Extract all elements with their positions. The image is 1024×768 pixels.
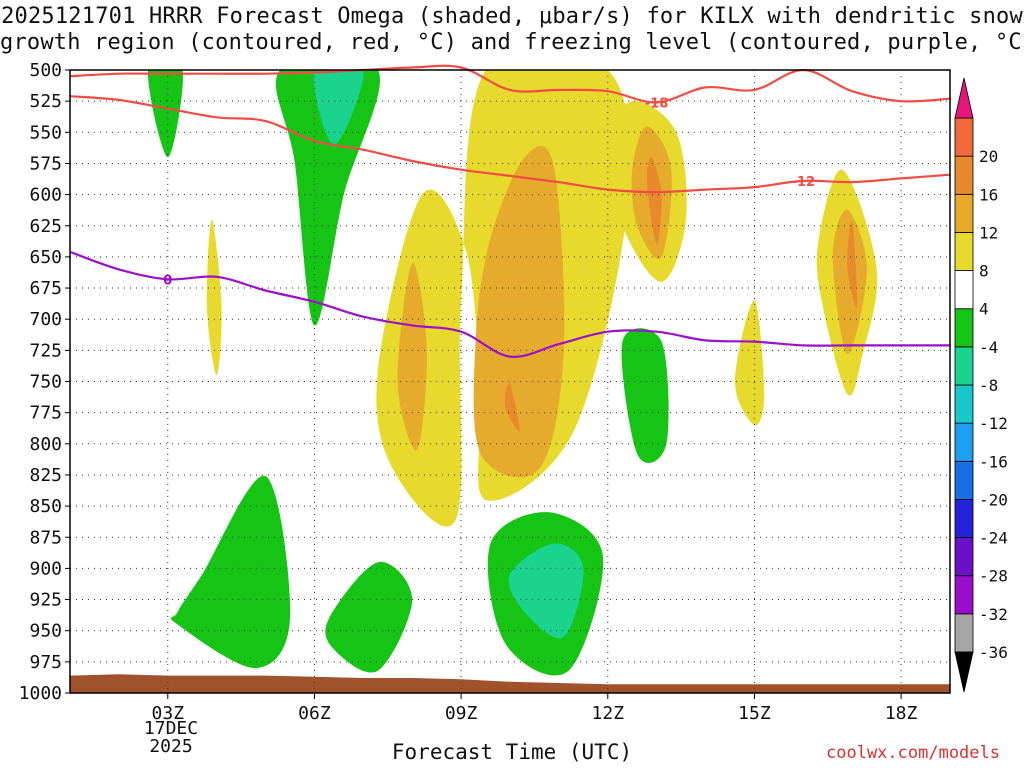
omega-area-12 xyxy=(504,383,520,432)
y-tick-label-550: 550 xyxy=(29,122,62,143)
colorbar-label-3: -24 xyxy=(979,529,1008,548)
colorbar-label-0: -36 xyxy=(979,643,1008,662)
y-tick-label-725: 725 xyxy=(29,340,62,361)
y-tick-label-700: 700 xyxy=(29,309,62,330)
y-tick-label-800: 800 xyxy=(29,434,62,455)
date-label-year: 2025 xyxy=(149,736,193,757)
colorbar-label-4: -20 xyxy=(979,490,1008,509)
colorbar-label-8: -4 xyxy=(979,338,998,357)
chart-title-line-2: growth region (contoured, red, °C) and f… xyxy=(0,30,1024,55)
omega-area-4 xyxy=(170,475,291,669)
omega-shading-layer xyxy=(148,70,878,676)
date-label-day: 17DEC xyxy=(143,718,199,739)
contour-label-0: -18 xyxy=(645,96,669,111)
x-tick-label-06Z: 06Z xyxy=(298,703,331,724)
colorbar-low-arrow xyxy=(954,651,974,693)
colorbar-box-11 xyxy=(954,193,974,233)
x-tick-label-12Z: 12Z xyxy=(592,703,625,724)
y-tick-label-875: 875 xyxy=(29,527,62,548)
x-tick-label-15Z: 15Z xyxy=(738,703,771,724)
ground-area xyxy=(70,674,950,693)
ground-terrain-layer xyxy=(70,674,950,693)
omega-area-15 xyxy=(646,156,662,245)
y-tick-label-900: 900 xyxy=(29,558,62,579)
y-tick-label-950: 950 xyxy=(29,621,62,642)
omega-area-5 xyxy=(325,561,413,673)
y-tick-label-625: 625 xyxy=(29,216,62,237)
omega-area-11 xyxy=(473,145,565,478)
y-tick-label-775: 775 xyxy=(29,403,62,424)
omega-area-7 xyxy=(508,543,584,639)
colorbar-high-arrow xyxy=(954,77,974,119)
y-tick-label-975: 975 xyxy=(29,652,62,673)
colorbar-box-7 xyxy=(954,346,974,386)
colorbar-box-2 xyxy=(954,537,974,577)
x-axis-title: Forecast Time (UTC) xyxy=(391,740,633,764)
source-credit: coolwx.com/models xyxy=(826,743,1000,763)
omega-area-0 xyxy=(148,70,183,158)
colorbar-box-1 xyxy=(954,575,974,615)
colorbar-label-12: 16 xyxy=(979,185,998,204)
y-tick-label-675: 675 xyxy=(29,278,62,299)
colorbar-box-12 xyxy=(954,155,974,195)
y-tick-label-925: 925 xyxy=(29,590,62,611)
y-tick-label-825: 825 xyxy=(29,465,62,486)
y-tick-label-500: 500 xyxy=(29,60,62,81)
omega-area-1 xyxy=(275,70,380,326)
y-axis: 500 525 550 575 600 625 650 675 700 725 750 775 800 8… xyxy=(19,60,70,704)
omega-area-8 xyxy=(206,219,222,376)
colorbar-label-13: 20 xyxy=(979,147,998,166)
colorbar-box-5 xyxy=(954,422,974,462)
colorbar-label-9: 4 xyxy=(979,300,989,319)
x-tick-label-09Z: 09Z xyxy=(445,703,478,724)
colorbar-box-0 xyxy=(954,613,974,653)
colorbar-box-13 xyxy=(954,117,974,157)
contour-label-2: 0 xyxy=(163,273,172,288)
colorbar-label-5: -16 xyxy=(979,452,1008,471)
y-tick-label-750: 750 xyxy=(29,372,62,393)
colorbar-box-10 xyxy=(954,232,974,271)
omega-area-2 xyxy=(313,70,364,145)
x-tick-label-03Z: 03Z xyxy=(152,703,185,724)
contour-line-2 xyxy=(69,250,950,358)
colorbar-label-11: 12 xyxy=(979,223,998,242)
omega-area-16 xyxy=(734,300,765,426)
colorbar-box-8 xyxy=(954,308,974,348)
x-tick-label-18Z: 18Z xyxy=(885,703,918,724)
omega-area-3 xyxy=(621,328,669,464)
colorbar-label-1: -32 xyxy=(979,605,1008,624)
colorbar-label-6: -12 xyxy=(979,414,1008,433)
y-tick-label-850: 850 xyxy=(29,496,62,517)
chart-title-line-1: 2025121701 HRRR Forecast Omega (shaded, … xyxy=(1,4,1023,29)
colorbar-label-7: -8 xyxy=(979,376,998,395)
y-tick-label-525: 525 xyxy=(29,91,62,112)
y-tick-label-650: 650 xyxy=(29,247,62,268)
colorbar-label-2: -28 xyxy=(979,567,1008,586)
colorbar-label-10: 8 xyxy=(979,262,989,281)
y-tick-label-600: 600 xyxy=(29,185,62,206)
colorbar-box-3 xyxy=(954,499,974,538)
colorbar-box-4 xyxy=(954,460,974,500)
contour-line-1 xyxy=(69,95,951,194)
y-tick-label-1000: 1000 xyxy=(19,683,62,704)
y-tick-label-575: 575 xyxy=(29,153,62,174)
colorbar: -36 -32 -28 -24 -20 -16 -12 -8 -4 4 8 12 16 20 xyxy=(954,77,1008,693)
omega-area-19 xyxy=(847,221,858,308)
omega-area-10 xyxy=(397,262,427,451)
colorbar-box-9 xyxy=(954,270,974,310)
contour-label-1: -12 xyxy=(792,175,816,190)
colorbar-box-6 xyxy=(954,384,974,424)
x-axis: 03Z 06Z 09Z 12Z 15Z 18Z xyxy=(152,693,918,724)
